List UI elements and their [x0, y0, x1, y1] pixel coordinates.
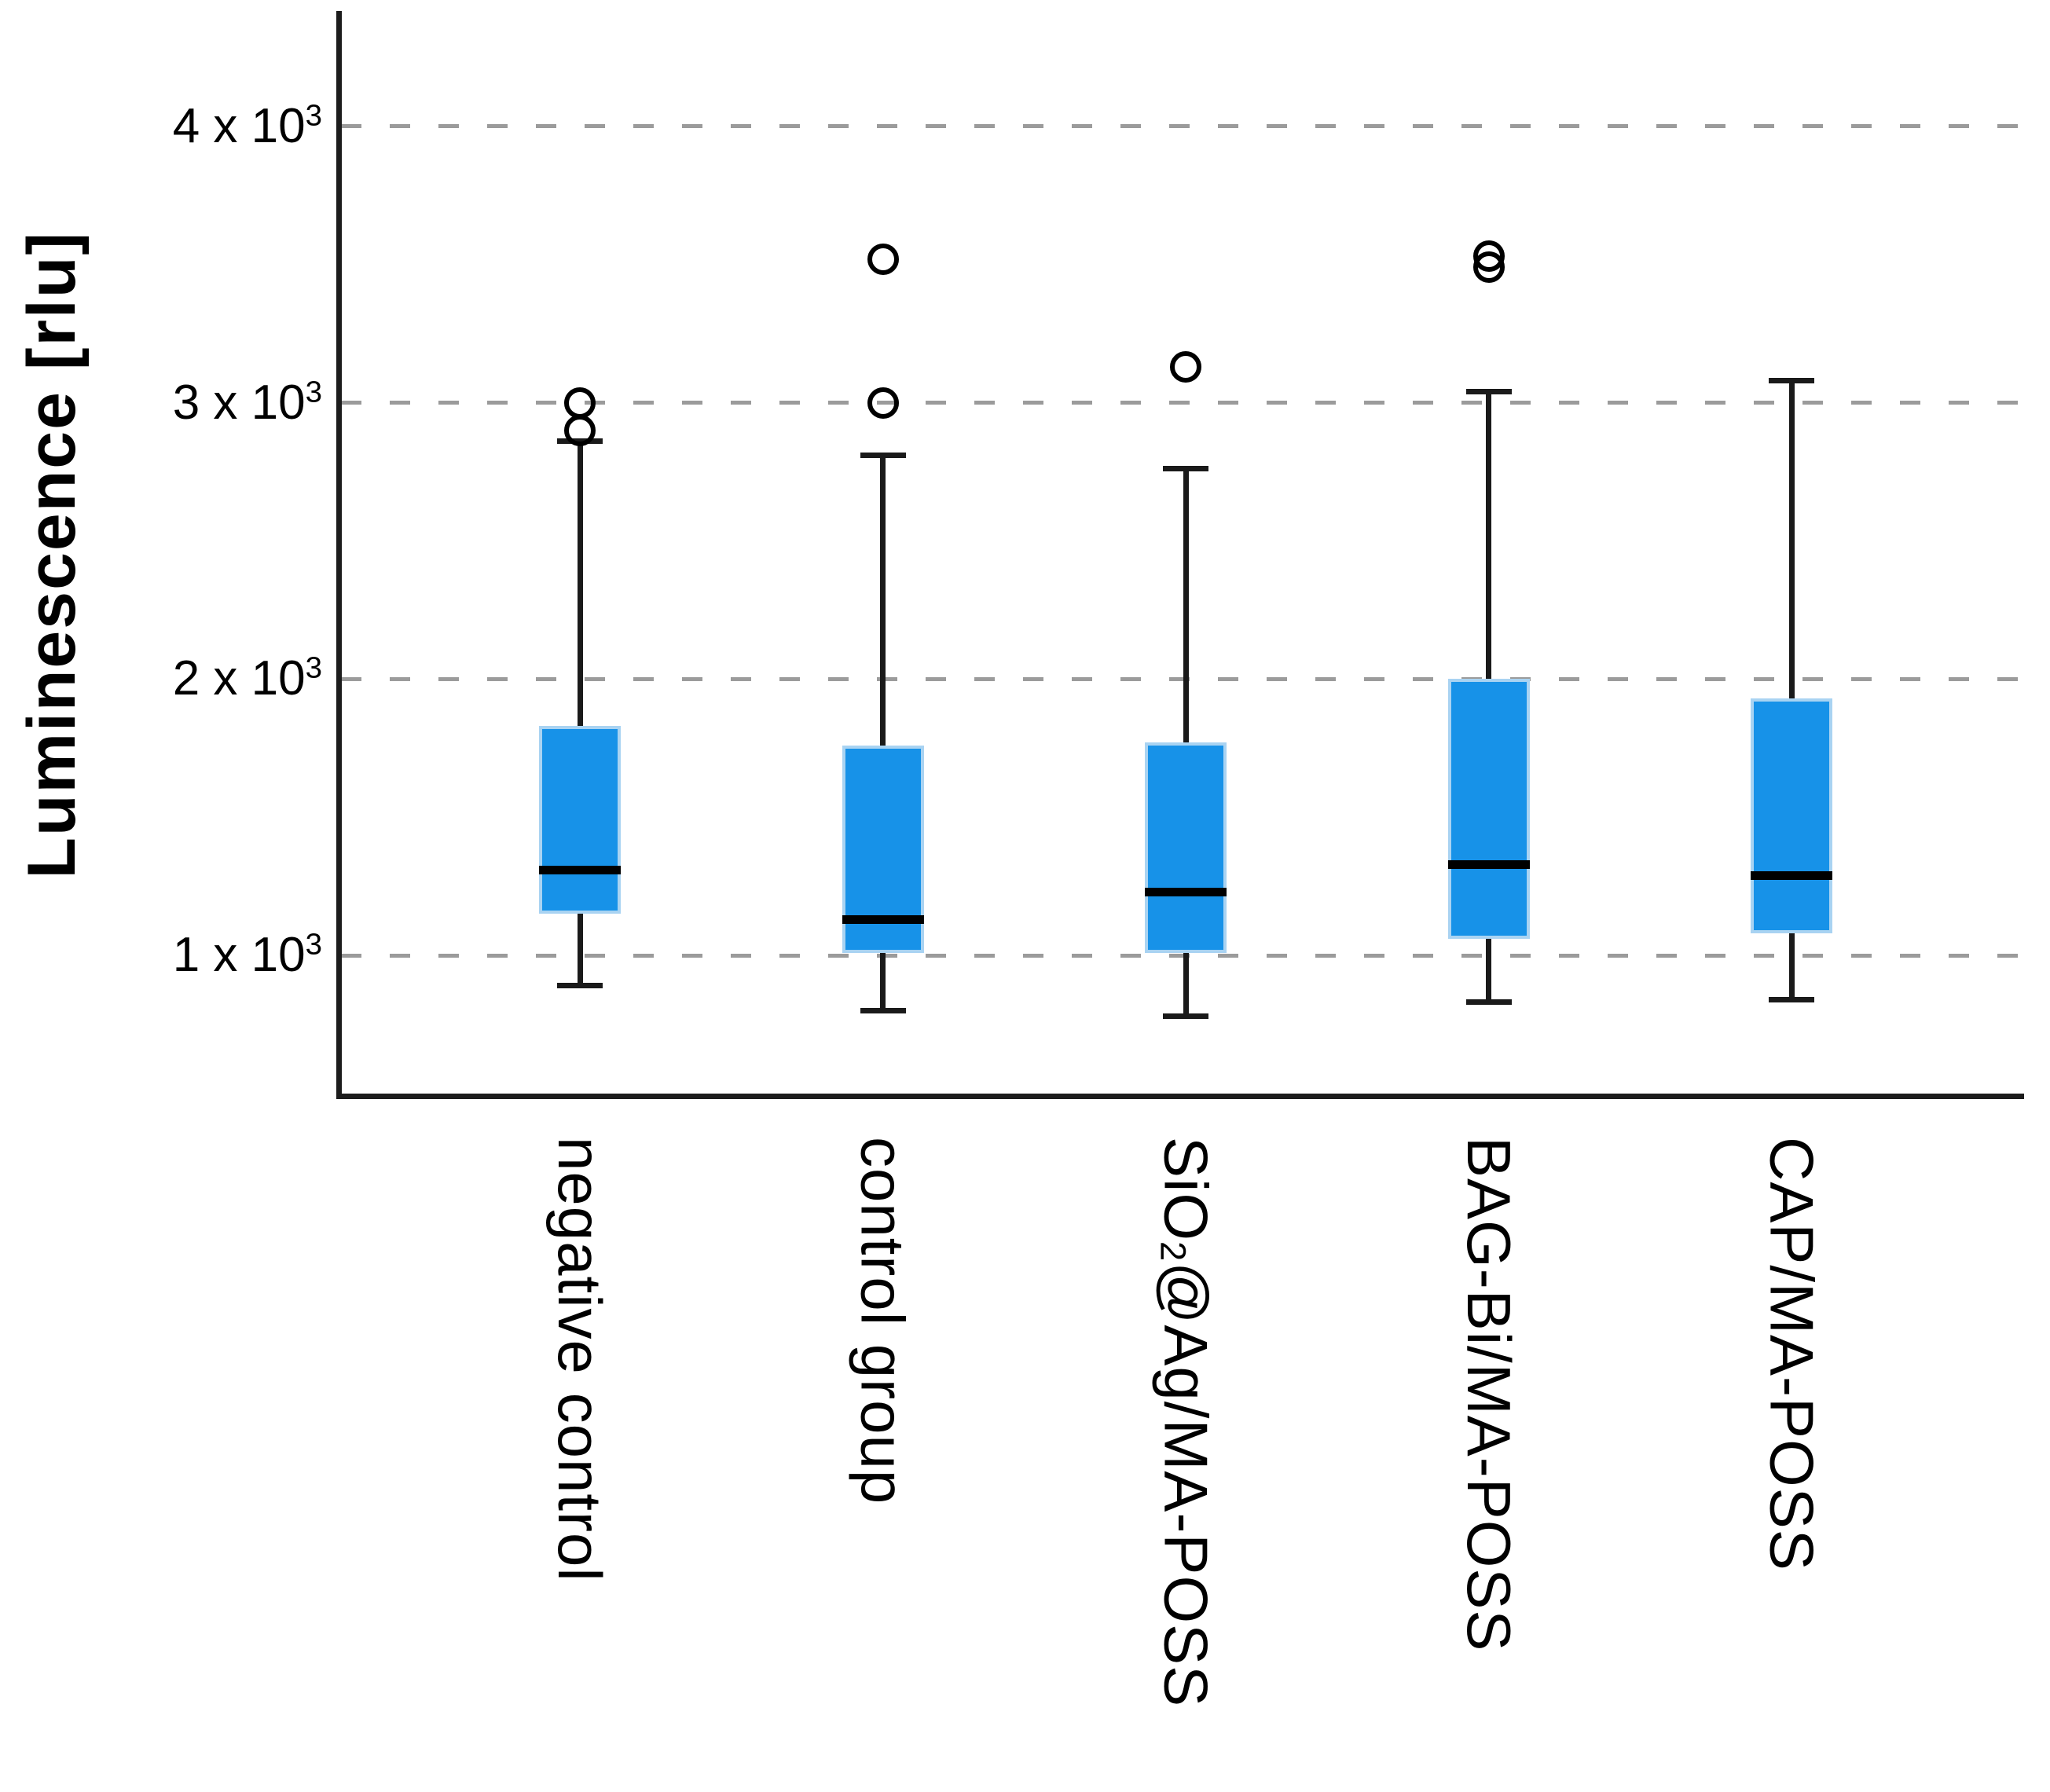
- whisker-cap-bottom: [557, 983, 603, 989]
- outlier-point: [867, 243, 899, 275]
- y-gridline-4000: [341, 124, 2024, 129]
- x-category-label-4: BAG-Bi/MA-POSS: [1453, 1137, 1525, 1651]
- whisker-line: [1788, 380, 1795, 1000]
- y-gridline-2000: [341, 676, 2024, 681]
- whisker-cap-top: [1769, 377, 1815, 383]
- y-axis-title-text: Luminescence [rlu]: [13, 230, 90, 879]
- whisker-cap-bottom: [1465, 999, 1512, 1006]
- x-category-label-1: negative control: [544, 1137, 616, 1582]
- whisker-line: [880, 455, 886, 1011]
- median-line: [539, 865, 622, 874]
- whisker-cap-top: [1163, 466, 1209, 472]
- median-line: [1751, 870, 1833, 880]
- y-gridline-1000: [341, 953, 2024, 958]
- outlier-point: [1170, 350, 1202, 383]
- median-line: [1145, 887, 1227, 896]
- box-1: [539, 726, 622, 914]
- y-tick-label-base: 4 x 10: [172, 98, 306, 153]
- median-line: [1447, 859, 1530, 869]
- box-4: [1447, 679, 1530, 939]
- whisker-cap-top: [860, 452, 906, 458]
- x-category-label-text: CAP/MA-POSS: [1757, 1137, 1827, 1571]
- whisker-cap-bottom: [1163, 1013, 1209, 1019]
- y-tick-label-base: 1 x 10: [172, 928, 306, 983]
- y-tick-label-exponent: 3: [305, 374, 322, 409]
- x-category-label-2: control group: [847, 1137, 919, 1504]
- y-tick-label-base: 2 x 10: [172, 651, 306, 706]
- outlier-point: [867, 387, 899, 419]
- y-gridline-3000: [341, 401, 2024, 405]
- outlier-point: [564, 387, 596, 419]
- x-category-label-text: negative control: [545, 1137, 615, 1582]
- outlier-point: [564, 414, 596, 446]
- median-line: [842, 914, 924, 924]
- whisker-line: [577, 441, 583, 986]
- y-axis-spine: [336, 11, 342, 1099]
- x-category-label-text: control group: [848, 1137, 918, 1505]
- y-axis-title: Luminescence [rlu]: [6, 16, 97, 1094]
- x-category-label-subscript: 2: [1153, 1241, 1194, 1262]
- outlier-point: [1472, 240, 1505, 273]
- y-tick-label-exponent: 3: [305, 650, 322, 685]
- y-tick-label-4000: 4 x 103: [173, 91, 322, 162]
- y-tick-label-3000: 3 x 103: [173, 368, 322, 438]
- x-axis-spine: [336, 1094, 2024, 1099]
- y-tick-label-1000: 1 x 103: [173, 920, 322, 991]
- x-category-label-5: CAP/MA-POSS: [1755, 1137, 1828, 1571]
- box-5: [1751, 698, 1833, 933]
- whisker-cap-bottom: [1769, 996, 1815, 1002]
- y-tick-label-2000: 2 x 103: [173, 643, 322, 714]
- x-category-label-text: SiO: [1151, 1137, 1221, 1242]
- x-category-label-3: SiO2@Ag/MA-POSS: [1150, 1137, 1222, 1707]
- x-category-label-text: BAG-Bi/MA-POSS: [1454, 1137, 1524, 1652]
- x-category-label-text: @Ag/MA-POSS: [1151, 1262, 1221, 1708]
- y-tick-label-exponent: 3: [305, 98, 322, 133]
- y-tick-label-base: 3 x 10: [172, 375, 306, 430]
- y-tick-label-exponent: 3: [305, 927, 322, 962]
- whisker-line: [1183, 468, 1189, 1017]
- box-3: [1145, 742, 1227, 953]
- whisker-cap-bottom: [860, 1007, 906, 1013]
- whisker-cap-top: [1465, 388, 1512, 394]
